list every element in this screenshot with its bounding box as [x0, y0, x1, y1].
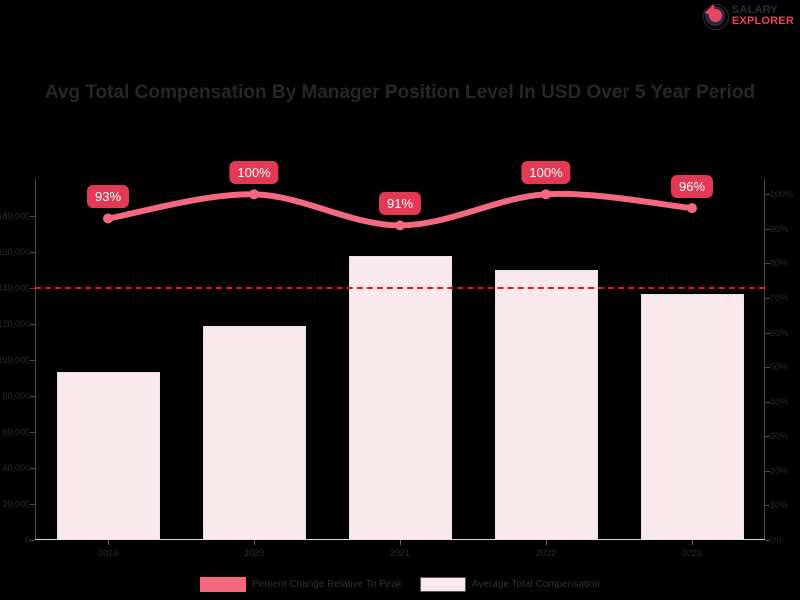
y-axis-right-tick	[765, 298, 770, 299]
y-axis-right-tick-label: 100%	[770, 189, 794, 200]
y-axis-right-tick-label: 30%	[770, 431, 789, 442]
bar-2019[interactable]	[56, 371, 160, 540]
y-axis-left-tick-label: 120,000	[0, 319, 30, 329]
y-axis-right-tick	[765, 401, 770, 403]
y-axis-right-tick	[765, 505, 770, 507]
line-data-point[interactable]	[541, 189, 551, 200]
y-axis-right-tick-label: 70%	[770, 293, 789, 303]
y-axis-left-tick-label: 140,000	[0, 283, 30, 293]
y-axis-left-tick	[30, 216, 35, 217]
y-axis-left-tick	[30, 468, 35, 469]
y-axis-right-tick-label: 40%	[770, 396, 789, 407]
y-axis-right-tick	[765, 332, 770, 334]
line-series	[103, 189, 697, 231]
y-axis-right-tick-label: 0%	[770, 535, 784, 545]
y-axis-right	[764, 178, 765, 540]
data-label-2019: 93%	[86, 185, 130, 209]
legend-label-line: Percent Change Relative To Peak	[252, 579, 402, 590]
brand-logo[interactable]: SALARY EXPLORER	[702, 2, 794, 30]
data-label-2023: 96%	[670, 175, 714, 199]
y-axis-left-tick-label: 80,000	[2, 391, 30, 401]
y-axis-right-tick	[765, 367, 770, 369]
bar-2023[interactable]	[640, 293, 744, 540]
legend-swatch-bar	[419, 577, 466, 592]
line-data-point[interactable]	[103, 213, 113, 224]
target-reference-line	[35, 286, 765, 289]
legend-item-bar[interactable]: Average Total Compensation	[419, 577, 600, 592]
x-axis-tick	[254, 540, 255, 545]
bar-2021[interactable]	[348, 255, 452, 540]
bar-2022[interactable]	[494, 270, 598, 540]
x-axis-tick-label: 2021	[389, 548, 411, 558]
y-axis-right-tick	[765, 540, 770, 541]
y-axis-left-tick	[30, 540, 35, 541]
y-axis-right-tick	[765, 470, 770, 472]
y-axis-left-tick	[30, 396, 35, 397]
line-data-point[interactable]	[249, 189, 259, 200]
y-axis-left-tick	[30, 504, 35, 505]
y-axis-right-tick	[765, 263, 770, 265]
plot-area: 180,000 160,000 140,000 120,000 100,000 80,00…	[0, 161, 793, 558]
y-axis-left	[35, 178, 36, 540]
data-label-2020: 100%	[229, 161, 279, 185]
y-axis-left-tick-label: 100,000	[0, 355, 30, 365]
y-axis-left-tick-label: 180,000	[0, 211, 30, 221]
y-axis-right-tick-label: 60%	[770, 327, 789, 338]
y-axis-left-tick	[30, 324, 35, 325]
y-axis-left-tick-label: 40,000	[2, 463, 30, 473]
data-label-2021: 91%	[378, 192, 422, 216]
y-axis-right-tick-label: 90%	[770, 223, 789, 234]
y-axis-right-tick-label: 10%	[770, 500, 789, 511]
y-axis-left-tick-label: 0	[24, 535, 30, 545]
x-axis-tick-label: 2020	[243, 548, 265, 558]
brand-logo-text: SALARY EXPLORER	[731, 3, 794, 27]
chart-title: Avg Total Compensation By Manager Positi…	[44, 82, 756, 103]
x-axis-tick-label: 2023	[681, 548, 703, 558]
y-axis-right-tick	[765, 436, 770, 438]
bar-2020[interactable]	[202, 326, 306, 540]
y-axis-left-tick-label: 160,000	[0, 247, 30, 257]
y-axis-right-tick-label: 20%	[770, 465, 789, 476]
y-axis-left-tick-label: 60,000	[2, 427, 30, 437]
y-axis-left-tick	[30, 432, 35, 433]
x-axis-tick	[692, 540, 693, 545]
x-axis-tick	[400, 540, 401, 545]
legend-item-line[interactable]: Percent Change Relative To Peak	[200, 577, 402, 592]
y-axis-left-tick	[30, 360, 35, 361]
y-axis-right-tick-label: 50%	[770, 362, 789, 373]
legend-swatch-line	[200, 577, 247, 592]
chart-legend: Percent Change Relative To Peak Average …	[0, 577, 800, 592]
y-axis-left-tick	[30, 288, 35, 289]
brand-line-1: SALARY	[731, 3, 778, 16]
x-axis-tick-label: 2022	[535, 548, 557, 558]
line-data-point[interactable]	[395, 220, 405, 231]
x-axis-tick-label: 2019	[97, 548, 119, 558]
y-axis-left-tick	[30, 252, 35, 253]
brand-line-2: EXPLORER	[731, 15, 794, 27]
y-axis-right-tick	[765, 194, 770, 196]
legend-label-bar: Average Total Compensation	[471, 579, 600, 590]
flower-mark-icon	[702, 2, 729, 30]
line-data-point[interactable]	[687, 203, 697, 214]
y-axis-right-tick	[765, 228, 770, 230]
y-axis-right-tick-label: 80%	[770, 258, 789, 269]
x-axis-tick	[546, 540, 547, 545]
data-label-2022: 100%	[521, 161, 571, 185]
x-axis-tick	[108, 540, 109, 545]
y-axis-left-tick-label: 20,000	[2, 499, 30, 509]
